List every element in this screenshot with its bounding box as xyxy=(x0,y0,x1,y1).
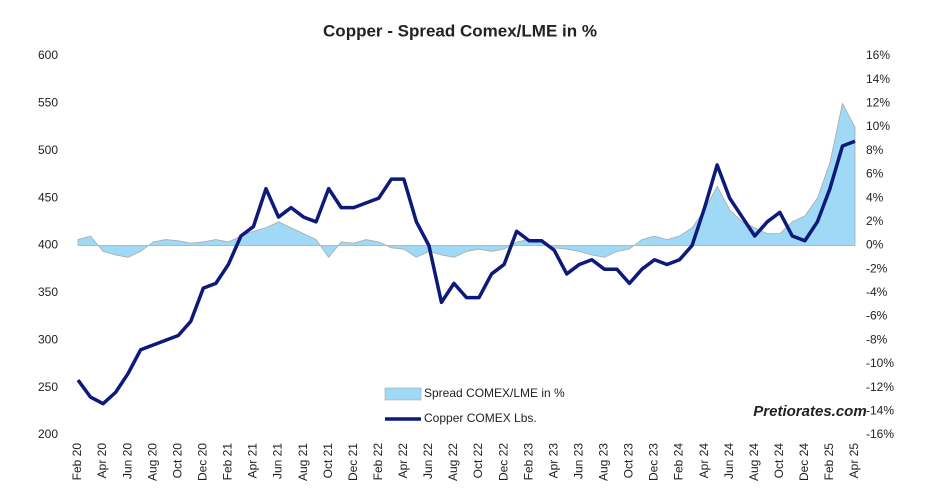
x-tick-label: Aug 24 xyxy=(747,443,761,481)
x-tick-label: Oct 21 xyxy=(321,443,335,479)
x-tick-label: Apr 24 xyxy=(697,443,711,479)
x-tick-label: Feb 24 xyxy=(672,443,686,481)
y-tick-label: 250 xyxy=(38,380,58,394)
x-tick-label: Aug 20 xyxy=(145,443,159,481)
x-tick-label: Feb 20 xyxy=(70,443,84,481)
y2-tick-label: -10% xyxy=(866,356,894,370)
chart-title: Copper - Spread Comex/LME in % xyxy=(323,21,597,40)
x-tick-label: Jun 24 xyxy=(722,443,736,479)
legend-label: Spread COMEX/LME in % xyxy=(424,386,565,400)
copper-line xyxy=(76,139,856,406)
y-tick-label: 350 xyxy=(38,285,58,299)
x-tick-label: Dec 20 xyxy=(195,443,209,481)
y-tick-label: 300 xyxy=(38,332,58,346)
x-tick-label: Feb 21 xyxy=(221,443,235,481)
x-tick-label: Apr 22 xyxy=(396,443,410,479)
y2-tick-label: 2% xyxy=(866,214,884,228)
y2-tick-label: 10% xyxy=(866,119,890,133)
watermark: Pretiorates.com xyxy=(753,403,866,420)
x-tick-label: Feb 23 xyxy=(521,443,535,481)
y2-tick-label: 16% xyxy=(866,48,890,62)
y2-tick-label: -4% xyxy=(866,285,888,299)
y2-tick-label: -14% xyxy=(866,403,894,417)
y2-tick-label: -2% xyxy=(866,261,888,275)
y-tick-label: 500 xyxy=(38,143,58,157)
y-tick-label: 200 xyxy=(38,427,58,441)
y2-tick-label: -6% xyxy=(866,309,888,323)
y-tick-label: 450 xyxy=(38,190,58,204)
x-tick-label: Feb 22 xyxy=(371,443,385,481)
x-tick-label: Dec 22 xyxy=(496,443,510,481)
x-tick-label: Dec 21 xyxy=(346,443,360,481)
x-tick-label: Jun 22 xyxy=(421,443,435,479)
y2-tick-label: 8% xyxy=(866,143,884,157)
x-tick-label: Oct 23 xyxy=(622,443,636,479)
x-tick-label: Jun 20 xyxy=(120,443,134,479)
y-tick-label: 600 xyxy=(38,48,58,62)
x-tick-label: Apr 20 xyxy=(95,443,109,479)
x-tick-label: Aug 23 xyxy=(597,443,611,481)
x-tick-label: Apr 21 xyxy=(246,443,260,479)
x-tick-label: Apr 25 xyxy=(847,443,861,479)
legend-swatch xyxy=(384,387,422,401)
x-tick-label: Oct 22 xyxy=(471,443,485,479)
spread-area xyxy=(77,102,856,259)
x-tick-label: Aug 22 xyxy=(446,443,460,481)
y2-tick-label: 0% xyxy=(866,238,884,252)
y2-tick-label: 6% xyxy=(866,167,884,181)
x-tick-label: Jun 23 xyxy=(571,443,585,479)
y-tick-label: 400 xyxy=(38,238,58,252)
y2-tick-label: 12% xyxy=(866,96,890,110)
x-tick-label: Dec 24 xyxy=(797,443,811,481)
x-tick-label: Apr 23 xyxy=(546,443,560,479)
x-tick-label: Oct 24 xyxy=(772,443,786,479)
x-tick-label: Dec 23 xyxy=(647,443,661,481)
y2-tick-label: -16% xyxy=(866,427,894,441)
y2-tick-label: -12% xyxy=(866,380,894,394)
y2-tick-label: 14% xyxy=(866,72,890,86)
x-tick-label: Oct 20 xyxy=(170,443,184,479)
y-tick-label: 550 xyxy=(38,96,58,110)
x-tick-label: Feb 25 xyxy=(822,443,836,481)
x-tick-label: Aug 21 xyxy=(296,443,310,481)
y2-tick-label: 4% xyxy=(866,190,884,204)
legend-label: Copper COMEX Lbs. xyxy=(424,411,537,425)
y2-tick-label: -8% xyxy=(866,332,888,346)
x-tick-label: Jun 21 xyxy=(271,443,285,479)
